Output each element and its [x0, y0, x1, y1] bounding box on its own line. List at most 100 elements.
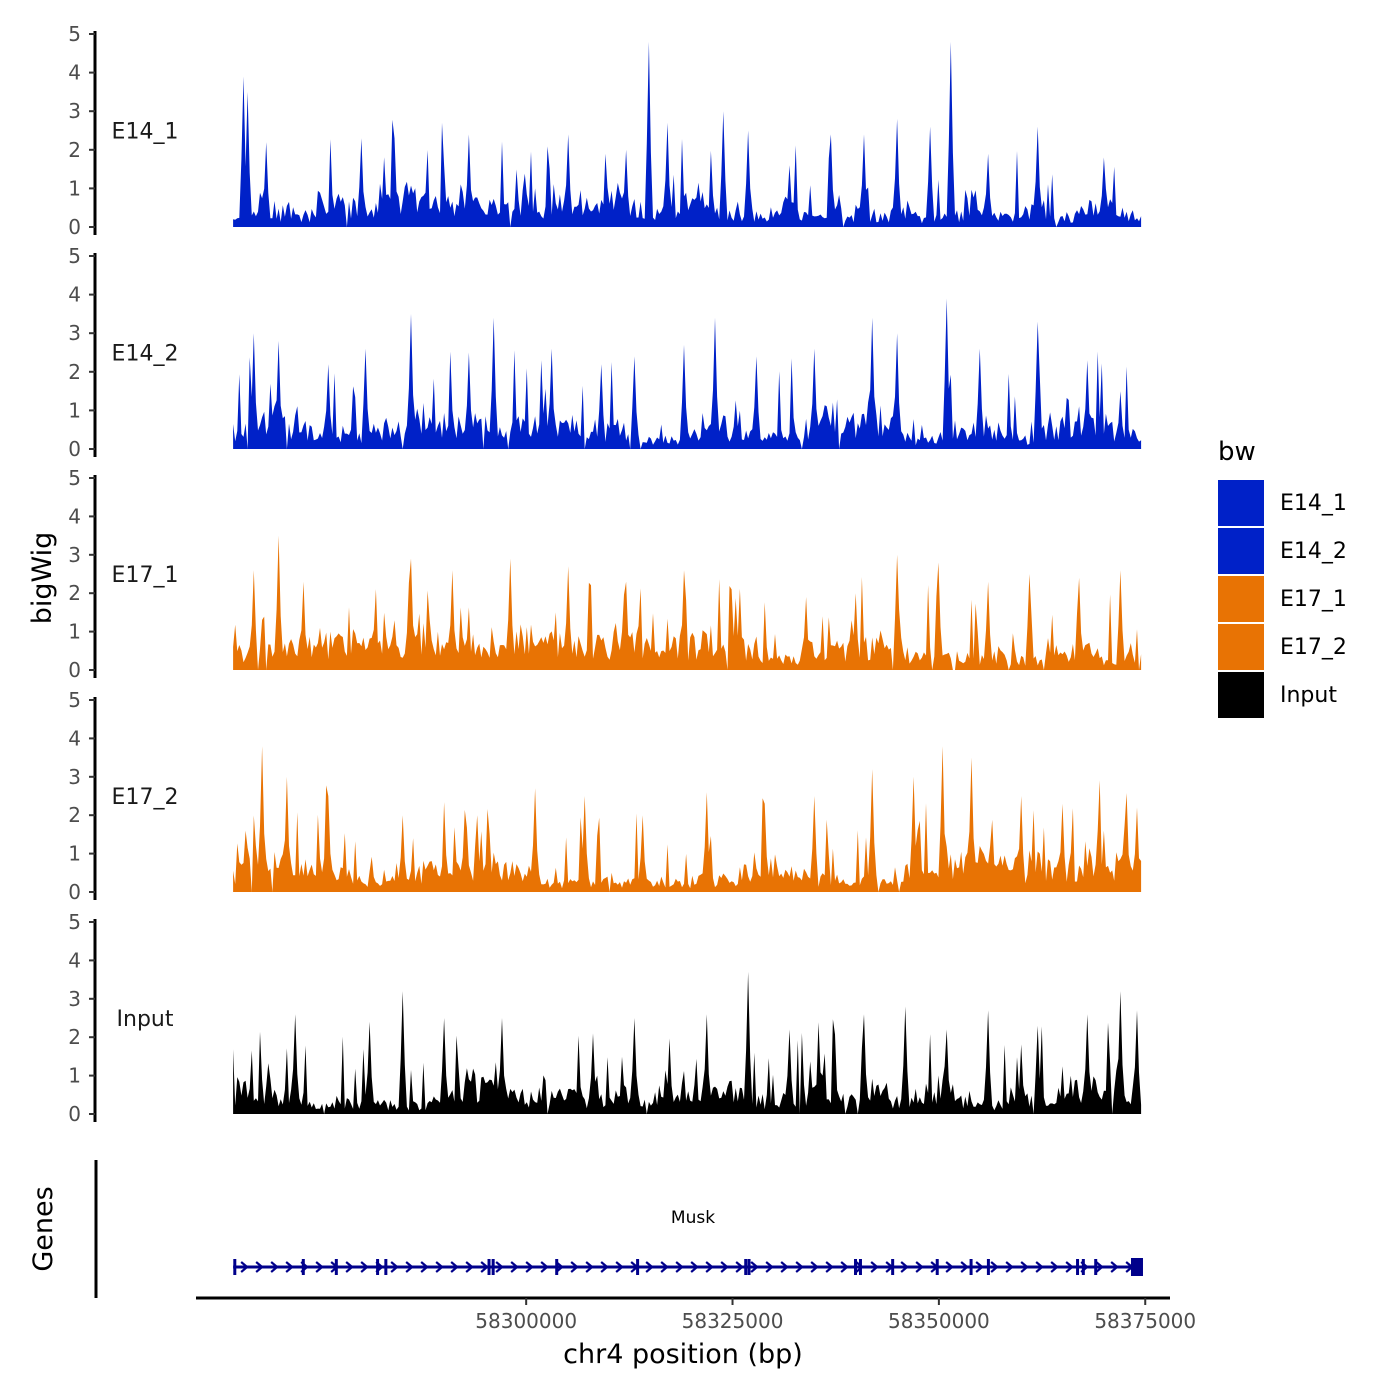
y-tick-label: 0	[68, 437, 81, 461]
strand-arrow	[765, 1261, 774, 1273]
strand-arrow	[975, 1261, 984, 1273]
strand-arrow	[345, 1261, 354, 1273]
strand-arrow	[390, 1261, 399, 1273]
strand-arrow	[690, 1261, 699, 1273]
strand-arrow	[1020, 1261, 1029, 1273]
x-tick-label: 58325000	[682, 1309, 784, 1333]
y-tick-label: 4	[68, 948, 81, 972]
y-tick-label: 1	[68, 398, 81, 422]
legend-swatch-E14_2	[1218, 528, 1264, 574]
gene-exon	[301, 1259, 305, 1275]
strand-arrow	[810, 1261, 819, 1273]
track-E14_2: 0 1 2 3 4 5 E14_2	[68, 244, 1142, 461]
gene-exon	[935, 1259, 939, 1275]
strand-arrow	[240, 1261, 249, 1273]
gene-exon	[376, 1259, 380, 1275]
y-tick-label: 5	[68, 910, 81, 934]
y-tick-label: 3	[68, 543, 81, 567]
strand-arrow	[420, 1261, 429, 1273]
y-tick-label: 0	[68, 215, 81, 239]
strand-arrow	[495, 1261, 504, 1273]
gene-exon	[747, 1259, 751, 1275]
strand-arrow	[315, 1261, 324, 1273]
track-label-E17_2: E17_2	[112, 785, 179, 810]
strand-arrow	[510, 1261, 519, 1273]
track-E17_1: 0 1 2 3 4 5 E17_1	[68, 466, 1142, 682]
strand-arrow	[600, 1261, 609, 1273]
x-axis-title: chr4 position (bp)	[563, 1339, 803, 1370]
y-tick-label: 4	[68, 726, 81, 750]
legend-swatch-E14_1	[1218, 480, 1264, 526]
strand-arrow	[870, 1261, 879, 1273]
legend-title: bw	[1218, 437, 1256, 467]
x-axis: 58300000 58325000 58350000 58375000	[196, 1296, 1196, 1333]
legend-label-Input: Input	[1280, 683, 1337, 708]
strand-arrow	[270, 1261, 279, 1273]
x-tick-label: 58300000	[475, 1309, 577, 1333]
strand-arrow	[705, 1261, 714, 1273]
y-tick-label: 1	[68, 620, 81, 644]
y-tick-label: 2	[68, 1025, 81, 1049]
y-axis-title: bigWig	[27, 532, 58, 625]
strand-arrow	[945, 1261, 954, 1273]
legend-swatch-E17_1	[1218, 576, 1264, 622]
strand-arrow	[735, 1261, 744, 1273]
gene-exon	[384, 1259, 388, 1275]
genes-panel-title: Genes	[28, 1186, 59, 1271]
y-tick-label: 3	[68, 321, 81, 345]
gene-name-label: Musk	[671, 1208, 715, 1228]
y-tick-label: 2	[68, 138, 81, 162]
legend-label-E14_1: E14_1	[1280, 491, 1347, 516]
strand-arrow	[645, 1261, 654, 1273]
strand-arrow	[825, 1261, 834, 1273]
genes-panel: Genes Musk	[28, 1160, 1143, 1298]
strand-arrow	[1110, 1261, 1119, 1273]
gene-exon	[854, 1259, 858, 1275]
y-tick-label: 4	[68, 283, 81, 307]
strand-arrow	[1095, 1261, 1104, 1273]
legend-swatch-E17_2	[1218, 624, 1264, 670]
legend-label-E14_2: E14_2	[1280, 539, 1347, 564]
legend: bw E14_1 E14_2 E17_1 E17_2 Input	[1218, 437, 1347, 718]
gene-exon	[858, 1259, 862, 1275]
strand-arrow	[960, 1261, 969, 1273]
track-E17_2: 0 1 2 3 4 5 E17_2	[68, 688, 1142, 904]
strand-arrow	[360, 1261, 369, 1273]
strand-arrow	[660, 1261, 669, 1273]
y-tick-label: 5	[68, 466, 81, 490]
strand-arrow	[615, 1261, 624, 1273]
tracks-layer: 0 1 2 3 4 5 E14_1 0 1 2 3 4 5 E14_2 0 1 2 3 4 5 E17_1 0 1 2 3 4 5 E…	[68, 22, 1142, 1126]
y-tick-label: 2	[68, 360, 81, 384]
strand-arrow	[840, 1261, 849, 1273]
strand-arrow	[750, 1261, 759, 1273]
legend-label-E17_1: E17_1	[1280, 587, 1347, 612]
y-tick-label: 0	[68, 880, 81, 904]
strand-arrow	[285, 1261, 294, 1273]
y-tick-label: 5	[68, 688, 81, 712]
strand-arrow	[915, 1261, 924, 1273]
gene-exon	[233, 1259, 237, 1275]
gene-exon	[1076, 1259, 1080, 1275]
gene-exon	[1081, 1259, 1085, 1275]
y-tick-label: 1	[68, 842, 81, 866]
strand-arrow	[525, 1261, 534, 1273]
gene-exon	[891, 1259, 895, 1275]
gene-exon	[744, 1259, 748, 1275]
y-tick-label: 4	[68, 504, 81, 528]
strand-arrow	[255, 1261, 264, 1273]
y-tick-label: 4	[68, 61, 81, 85]
legend-label-E17_2: E17_2	[1280, 635, 1347, 660]
gene-exon	[491, 1259, 495, 1275]
track-label-Input: Input	[117, 1007, 174, 1032]
signal-area-E14_2	[233, 298, 1142, 449]
gene-exon	[1094, 1259, 1098, 1275]
signal-area-E14_1	[233, 41, 1142, 228]
gene-exon	[555, 1259, 559, 1275]
y-tick-label: 3	[68, 765, 81, 789]
gene-exon	[986, 1259, 990, 1275]
legend-swatch-Input	[1218, 672, 1264, 718]
strand-arrow	[435, 1261, 444, 1273]
strand-arrow	[570, 1261, 579, 1273]
track-label-E17_1: E17_1	[112, 563, 179, 588]
